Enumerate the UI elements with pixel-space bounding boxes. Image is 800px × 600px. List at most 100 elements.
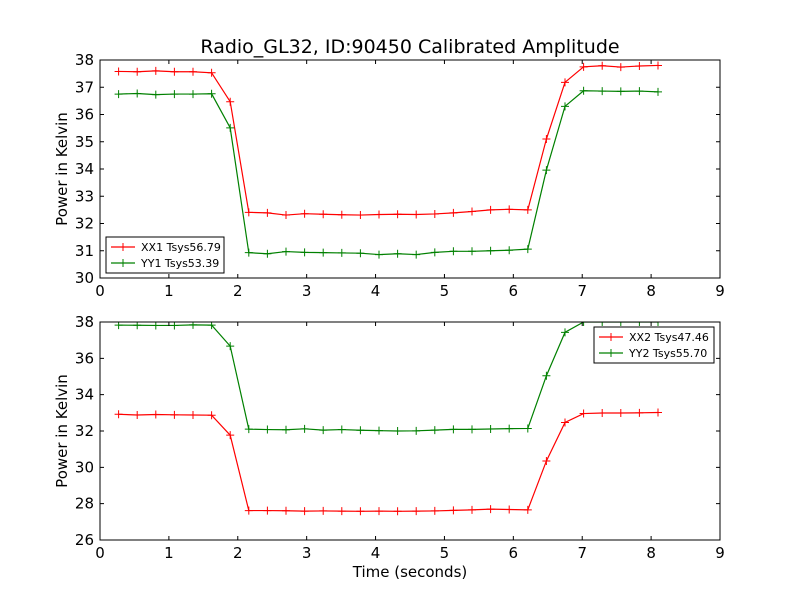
x-tick-label: 2 (233, 544, 243, 562)
data-point (300, 424, 309, 433)
data-point (598, 87, 607, 96)
data-point (282, 211, 290, 220)
data-point (430, 426, 439, 435)
series-1 (114, 408, 662, 516)
legend-label: XX2 Tsys47.46 (629, 331, 709, 344)
legend-marker (119, 243, 127, 251)
data-point (356, 507, 365, 516)
y-tick-label: 30 (75, 458, 94, 476)
data-point (430, 209, 439, 218)
data-point (337, 425, 346, 434)
data-point (468, 207, 476, 216)
data-point (654, 408, 662, 417)
x-tick-label: 0 (95, 282, 105, 300)
legend-label: XX1 Tsys56.79 (141, 241, 221, 254)
data-point (263, 506, 272, 515)
legend-label: YY2 Tsys55.70 (628, 347, 707, 360)
data-point (337, 248, 346, 257)
x-tick-label: 4 (371, 544, 381, 562)
series-2 (114, 322, 662, 435)
data-point (542, 456, 551, 465)
legend-box (593, 326, 715, 364)
data-point (430, 506, 439, 515)
data-point (319, 506, 328, 515)
data-point (486, 425, 495, 434)
data-point (151, 322, 160, 330)
data-point (226, 123, 235, 132)
data-point (449, 208, 458, 217)
y-tick-label: 38 (75, 313, 94, 331)
data-point (133, 89, 142, 98)
data-point (114, 90, 123, 99)
x-tick-label: 2 (233, 282, 243, 300)
data-point (635, 408, 644, 417)
data-point (579, 322, 588, 326)
y-tick-label: 31 (75, 242, 94, 260)
data-point (319, 248, 328, 257)
data-point (226, 431, 235, 440)
data-point (189, 67, 197, 76)
data-point (189, 411, 197, 420)
x-tick-label: 6 (509, 282, 519, 300)
x-tick-label: 6 (509, 544, 519, 562)
series-2 (114, 86, 662, 259)
data-point (151, 410, 160, 419)
data-point (170, 410, 179, 419)
data-point (393, 249, 402, 258)
data-point (207, 68, 216, 77)
data-point (412, 507, 421, 516)
data-point (282, 506, 290, 515)
data-point (393, 427, 402, 435)
legend: XX2 Tsys47.46 YY2 Tsys55.70 (593, 326, 715, 364)
legend-marker (607, 349, 615, 357)
data-point (244, 506, 253, 515)
y-tick-label: 32 (75, 215, 94, 233)
x-tick-label: 1 (164, 544, 174, 562)
y-tick-label: 34 (75, 386, 94, 404)
data-point (244, 208, 253, 217)
data-point (654, 61, 662, 70)
y-tick-label: 36 (75, 106, 94, 124)
data-point (151, 90, 160, 99)
y-tick-label: 34 (75, 160, 94, 178)
x-axis-label: Time (seconds) (352, 563, 468, 581)
data-point (616, 87, 625, 96)
data-point (468, 505, 476, 514)
data-point (598, 61, 607, 70)
data-point (337, 210, 346, 219)
data-point (598, 409, 607, 418)
data-point (505, 205, 514, 214)
data-point (282, 247, 290, 256)
y-tick-label: 36 (75, 349, 94, 367)
x-tick-label: 1 (164, 282, 174, 300)
y-tick-label: 30 (75, 269, 94, 287)
data-point (561, 328, 569, 337)
y-tick-label: 26 (75, 531, 94, 549)
data-point (412, 426, 421, 435)
data-point (412, 250, 421, 259)
data-point (430, 248, 439, 257)
data-point (300, 248, 309, 257)
data-point (654, 87, 662, 96)
data-point (468, 425, 476, 434)
y-tick-label: 28 (75, 495, 94, 513)
data-point (486, 246, 495, 255)
data-point (170, 67, 179, 76)
data-point (133, 322, 142, 330)
x-tick-label: 7 (577, 282, 587, 300)
data-point (263, 425, 272, 434)
data-point (356, 211, 365, 220)
data-point (375, 507, 383, 516)
data-point (579, 409, 588, 418)
data-point (412, 210, 421, 219)
data-point (598, 322, 607, 326)
data-point (561, 418, 569, 427)
data-point (486, 505, 495, 514)
data-point (263, 249, 272, 258)
legend: XX1 Tsys56.79 YY1 Tsys53.39 (105, 236, 225, 274)
data-point (468, 247, 476, 256)
